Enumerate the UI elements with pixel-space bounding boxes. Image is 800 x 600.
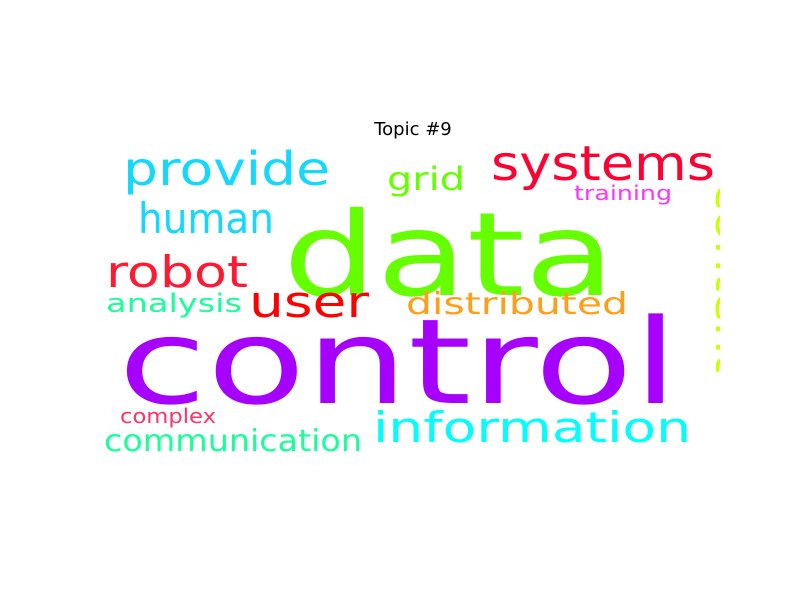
- word-training: training: [574, 181, 672, 205]
- word-cloud: control data systems provide human robot…: [100, 145, 720, 460]
- word-communication: communication: [104, 424, 362, 459]
- word-systems: systems: [491, 145, 715, 192]
- word-information: information: [373, 403, 691, 452]
- word-control: control: [118, 293, 678, 431]
- word-content[interactable]: content: [705, 183, 720, 373]
- word-grid: grid: [387, 160, 465, 198]
- word-cloud-canvas: control data systems provide human robot…: [104, 145, 720, 459]
- word-robot: robot: [106, 247, 248, 298]
- figure-title: Topic #9: [374, 119, 452, 140]
- word-user: user: [249, 277, 370, 328]
- word-analysis: analysis: [106, 289, 242, 319]
- word-human: human: [138, 194, 274, 243]
- word-provide: provide: [123, 145, 330, 196]
- word-data: data: [283, 188, 615, 323]
- word-complex: complex: [120, 404, 216, 428]
- word-distributed: distributed: [406, 287, 628, 322]
